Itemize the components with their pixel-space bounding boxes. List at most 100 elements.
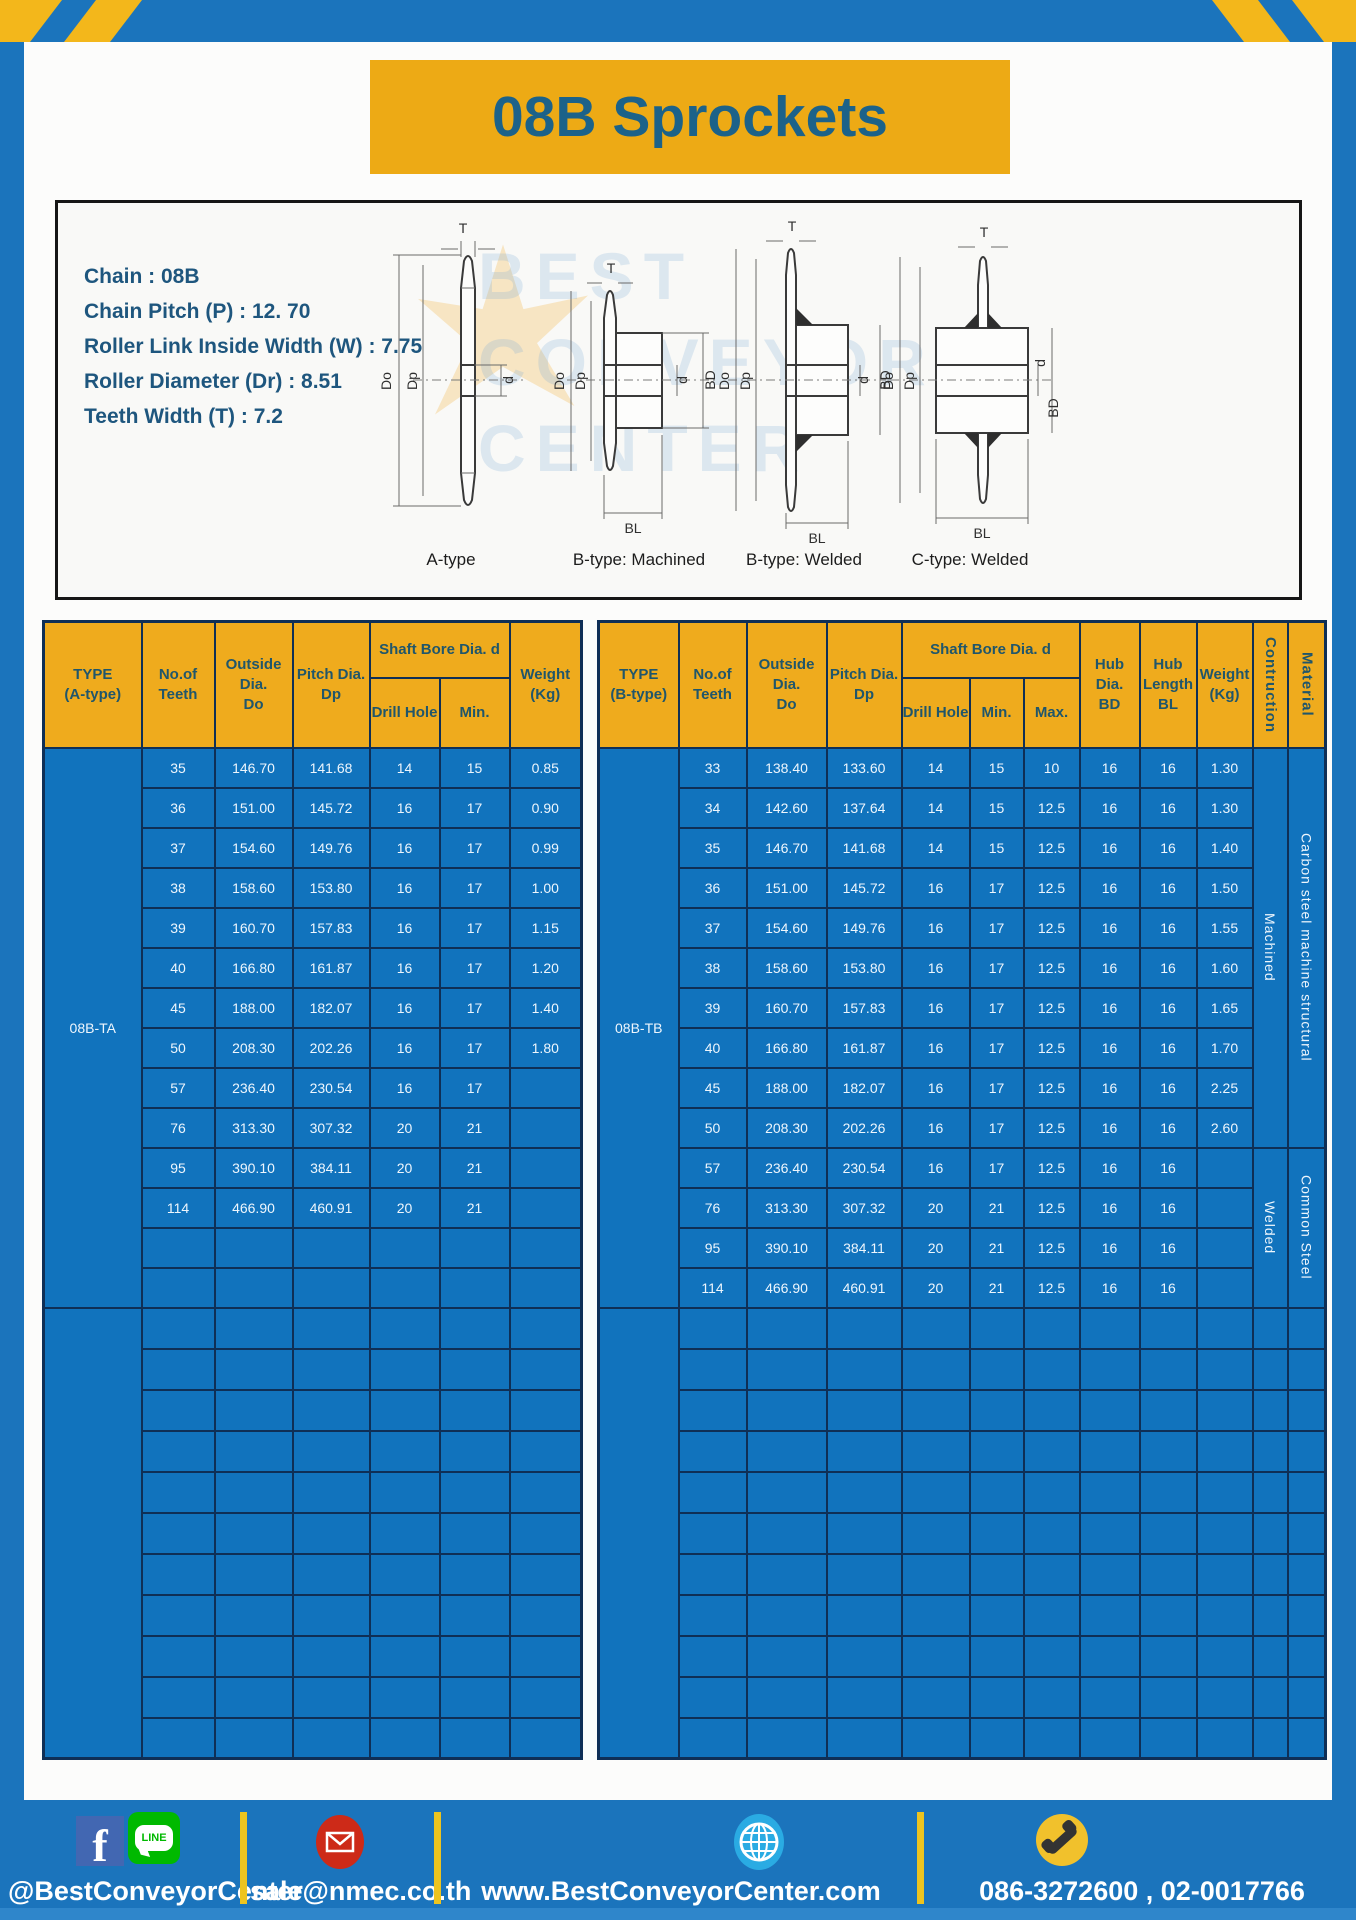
table-cell — [438, 1266, 511, 1309]
table-cell: 16 — [900, 866, 971, 909]
table-cell: 14 — [900, 786, 971, 829]
table-row: 57 236.40 230.54 16 17 12.5 16 16 Welded Common S… — [599, 1146, 1327, 1309]
table-cell — [140, 1634, 216, 1678]
table-cell — [368, 1470, 441, 1514]
table-cell: 16 — [368, 1066, 441, 1109]
table-cell — [1078, 1593, 1141, 1637]
table-cell: 202.26 — [825, 1106, 903, 1149]
table-cell: 12.5 — [1022, 1226, 1081, 1269]
table-cell — [140, 1306, 216, 1350]
table-cell — [745, 1552, 828, 1596]
table-row: 38 158.60 153.80 16 17 1.00 — [44, 866, 583, 909]
table-cell — [213, 1552, 294, 1596]
dim-label-Do: Do — [378, 372, 394, 390]
col-shaft-bore: Shaft Bore Dia. d — [368, 620, 511, 679]
table-cell — [825, 1511, 903, 1555]
footer-email[interactable]: sale@nmec.co.th — [250, 1876, 472, 1906]
table-cell: 1.70 — [1195, 1026, 1254, 1069]
table-cell — [508, 1266, 583, 1309]
globe-icon[interactable] — [732, 1812, 786, 1872]
footer-social-handle[interactable]: @BestConveyorCenter — [8, 1876, 303, 1906]
table-cell: 149.76 — [825, 906, 903, 949]
table-cell: 2.25 — [1195, 1066, 1254, 1109]
facebook-icon[interactable]: f — [76, 1816, 124, 1869]
table-cell: 133.60 — [825, 746, 903, 789]
dim-label-T: T — [788, 218, 797, 234]
table-cell — [291, 1429, 371, 1473]
table-cell: 146.70 — [745, 826, 828, 869]
dim-label-BD: BD — [877, 370, 893, 389]
col-weight: Weight (Kg) — [508, 620, 583, 749]
header-row: TYPE (B-type) No.of Teeth Outside Dia. Do Pitch… — [597, 620, 1327, 749]
table-row: 95 390.10 384.11 20 21 12.5 16 16 — [599, 1226, 1326, 1269]
table-cell — [291, 1634, 371, 1678]
table-cell — [291, 1716, 371, 1760]
table-cell — [291, 1266, 371, 1309]
table-row-empty — [44, 1511, 583, 1555]
table-row: 57 236.40 230.54 16 17 — [44, 1066, 583, 1109]
table-cell: 12.5 — [1022, 1186, 1081, 1229]
col-type: TYPE (B-type) — [597, 620, 680, 749]
table-cell: 307.32 — [291, 1106, 371, 1149]
table-cell: 1.30 — [1195, 746, 1254, 789]
table-cell — [508, 1347, 583, 1391]
table-cell — [677, 1675, 748, 1719]
dim-label-T: T — [980, 224, 989, 240]
table-cell — [508, 1634, 583, 1678]
table-row-empty — [44, 1429, 583, 1473]
table-cell: 17 — [968, 906, 1025, 949]
drawing-c-type-welded: T Do Dp d BD BL C-type: Welded — [880, 213, 1060, 570]
table-cell — [1138, 1675, 1198, 1719]
mail-icon[interactable] — [314, 1814, 366, 1870]
col-construction: Contruction — [1251, 620, 1289, 749]
table-row: 39 160.70 157.83 16 17 1.15 — [44, 906, 583, 949]
line-icon[interactable]: LINE — [128, 1812, 180, 1864]
table-cell: 16 — [1138, 1066, 1198, 1109]
table-cell: 21 — [968, 1266, 1025, 1309]
table-cell: 17 — [438, 986, 511, 1029]
material-cell — [1286, 1634, 1327, 1678]
table-cell — [438, 1511, 511, 1555]
col-drill-hole: Drill Hole — [900, 676, 971, 749]
table-cell: 16 — [900, 1106, 971, 1149]
phone-icon[interactable] — [1036, 1814, 1088, 1866]
table-cell: 153.80 — [825, 946, 903, 989]
col-material: Material — [1286, 620, 1327, 749]
table-cell — [1138, 1511, 1198, 1555]
table-cell — [213, 1347, 294, 1391]
table-cell — [508, 1186, 583, 1229]
construction-cell — [1251, 1306, 1289, 1350]
chain-specs: Chain : 08B Chain Pitch (P) : 12. 70 Rol… — [84, 259, 422, 434]
table-cell — [1078, 1634, 1141, 1678]
footer-divider — [917, 1812, 924, 1904]
table-cell: 16 — [368, 946, 441, 989]
footer-website[interactable]: www.BestConveyorCenter.com — [481, 1876, 881, 1906]
table-cell: 38 — [677, 946, 748, 989]
table-cell: 1.50 — [1195, 866, 1254, 909]
table-cell: 16 — [900, 1026, 971, 1069]
dim-label-d: d — [855, 376, 871, 384]
table-cell — [825, 1429, 903, 1473]
col-pitch-dia: Pitch Dia. Dp — [825, 620, 903, 749]
footer-phone-numbers[interactable]: 086-3272600 , 02-0017766 — [979, 1876, 1305, 1906]
table-cell — [677, 1593, 748, 1637]
table-cell: 141.68 — [291, 746, 371, 789]
table-row: 08B-TB 33 138.40 133.60 14 15 10 16 16 1.30 Machin… — [597, 746, 1327, 1309]
table-cell: 145.72 — [291, 786, 371, 829]
table-cell: 188.00 — [213, 986, 294, 1029]
table-cell — [1195, 1347, 1254, 1391]
table-cell — [368, 1634, 441, 1678]
table-row: 40 166.80 161.87 16 17 1.20 — [44, 946, 583, 989]
table-row-empty — [599, 1347, 1327, 1391]
table-cell: 14 — [900, 746, 971, 789]
table-cell: 76 — [677, 1186, 748, 1229]
table-cell — [677, 1634, 748, 1678]
table-cell — [291, 1675, 371, 1719]
table-cell — [745, 1634, 828, 1678]
table-cell: 16 — [1078, 986, 1141, 1029]
table-cell — [900, 1634, 971, 1678]
table-cell: 137.64 — [825, 786, 903, 829]
table-cell — [968, 1675, 1025, 1719]
table-cell — [1195, 1593, 1254, 1637]
table-row-empty — [44, 1675, 583, 1719]
